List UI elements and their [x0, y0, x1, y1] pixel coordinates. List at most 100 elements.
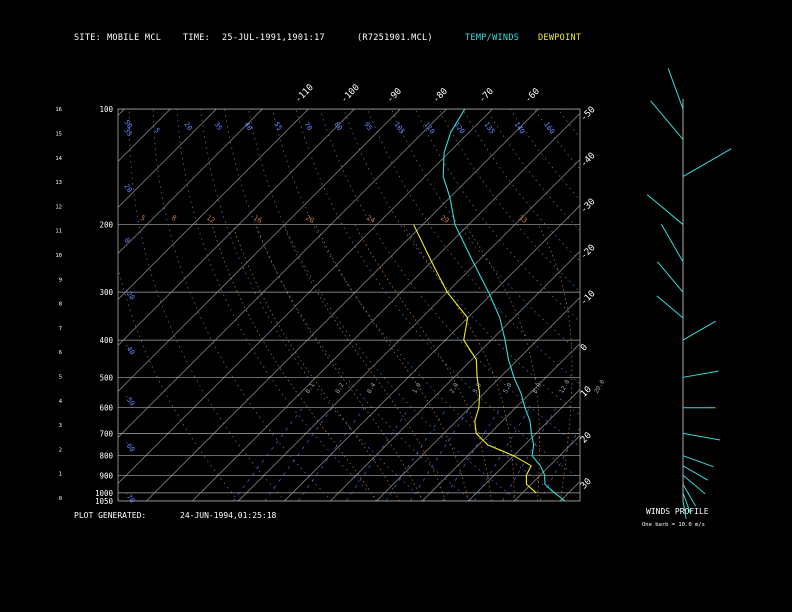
isotherm-line — [330, 250, 580, 501]
isotherm-line — [118, 109, 447, 438]
dry-adiabat — [486, 109, 580, 231]
mixing-ratio-label: 20.0 — [593, 378, 606, 394]
temp-tick-label: -90 — [385, 87, 404, 106]
wind-barb — [682, 484, 697, 507]
mixing-ratio-label: 5.0 — [502, 381, 514, 394]
theta-label: 70 — [302, 121, 313, 133]
isotherm-line — [238, 158, 580, 501]
mixing-ratio-label: 2.0 — [449, 381, 461, 394]
dry-adiabat — [176, 109, 379, 501]
theta-e-label: 5 — [139, 214, 147, 223]
theta-label: 105 — [392, 121, 406, 136]
mixing-ratio-label: 1.0 — [411, 381, 423, 394]
pressure-tick-label: 700 — [99, 429, 113, 438]
theta-e-label: 16 — [252, 214, 263, 225]
site-label: SITE: — [74, 33, 102, 43]
moist-adiabat — [282, 224, 446, 501]
dry-adiabat — [271, 109, 566, 501]
moist-adiabat — [464, 224, 540, 501]
temp-tick-label: 20 — [579, 431, 594, 446]
theta-label: 35 — [122, 127, 133, 139]
plot-area — [0, 109, 792, 501]
height-tick-label: 2 — [59, 447, 62, 453]
pressure-tick-label: 1000 — [95, 489, 114, 498]
temp-tick-label: -10 — [579, 289, 598, 308]
mixing-ratio-label: 0.4 — [366, 381, 378, 394]
dry-adiabat — [224, 109, 473, 501]
wind-barb — [682, 148, 732, 178]
pressure-tick-label: 500 — [99, 373, 113, 382]
moist-adiabat — [315, 224, 469, 501]
wind-barb — [646, 194, 684, 225]
height-tick-label: 11 — [55, 229, 62, 235]
height-tick-label: 13 — [55, 180, 62, 186]
theta-e-label: 24 — [365, 214, 376, 225]
temp-tick-label: -70 — [477, 87, 496, 106]
isotherm-line — [284, 204, 580, 501]
temp-tick-label: 10 — [579, 385, 594, 400]
theta-label: 95 — [362, 121, 373, 133]
time-value: 25-JUL-1991,1901:17 — [222, 33, 325, 43]
mixing-ratio-line — [297, 407, 365, 501]
mixing-ratio-line — [346, 407, 410, 501]
dry-adiabat — [582, 109, 792, 501]
height-tick-label: 9 — [59, 277, 62, 283]
plot-frame — [117, 108, 581, 502]
mixing-ratio-line — [233, 407, 303, 501]
theta-label: -60 — [122, 439, 136, 454]
isotherm-line — [146, 109, 539, 501]
dry-adiabat — [390, 109, 580, 354]
wind-barb — [650, 100, 684, 140]
temp-tick-label: -30 — [579, 197, 598, 216]
height-tick-label: 3 — [59, 423, 62, 429]
plot-generated-label: PLOT GENERATED: — [74, 511, 147, 520]
height-tick-label: 8 — [59, 302, 62, 308]
dewpoint-profile — [413, 224, 537, 494]
dry-adiabat — [118, 265, 240, 501]
temp-tick-label: -40 — [579, 151, 598, 170]
legend-temp-winds: TEMP/WINDS — [465, 33, 520, 43]
dry-adiabat — [152, 109, 333, 501]
theta-label: -20 — [122, 287, 136, 302]
temp-tick-label: -50 — [579, 105, 598, 124]
temperature-profile — [442, 109, 566, 501]
plot-generated-value: 24-JUN-1994,01:25:18 — [180, 511, 277, 520]
dry-adiabat — [629, 109, 792, 501]
dry-adiabat — [677, 109, 792, 501]
dry-adiabat — [653, 109, 792, 501]
pressure-tick-label: 900 — [99, 471, 113, 480]
theta-label: 5 — [152, 127, 161, 135]
dry-adiabat — [343, 109, 580, 416]
isotherm-line — [0, 109, 78, 501]
pressure-tick-label: 100 — [99, 105, 113, 114]
time-label: TIME: — [183, 33, 211, 43]
moist-adiabat — [211, 224, 377, 501]
dry-adiabat — [367, 109, 580, 385]
height-tick-label: 15 — [55, 132, 62, 138]
pressure-tick-label: 1050 — [95, 497, 114, 506]
isotherm-line — [376, 296, 580, 501]
isotherm-line — [118, 109, 125, 116]
height-tick-label: 7 — [59, 326, 62, 332]
moist-adiabat — [403, 224, 515, 501]
isotherm-line — [118, 109, 309, 300]
dry-adiabat — [248, 109, 519, 501]
winds-profile-title: WINDS PROFILE — [646, 507, 709, 516]
mixing-ratio-line — [442, 407, 501, 501]
isotherm-line — [422, 342, 580, 501]
dry-adiabat — [701, 109, 792, 501]
temp-tick-label: 0 — [579, 343, 590, 354]
mixing-ratio-label: 0.1 — [304, 381, 316, 394]
dry-adiabat — [510, 109, 580, 201]
moist-adiabat — [583, 225, 614, 501]
temp-tick-label: -110 — [293, 83, 315, 105]
isotherm-line — [118, 109, 355, 346]
theta-label: -50 — [122, 393, 136, 408]
moist-adiabat — [232, 224, 400, 501]
wind-barb — [682, 432, 721, 441]
wind-barb — [660, 224, 684, 263]
dry-adiabat — [438, 109, 580, 292]
theta-label: 55 — [272, 121, 283, 133]
theta-label: 120 — [452, 121, 466, 136]
wind-barb — [656, 295, 684, 319]
